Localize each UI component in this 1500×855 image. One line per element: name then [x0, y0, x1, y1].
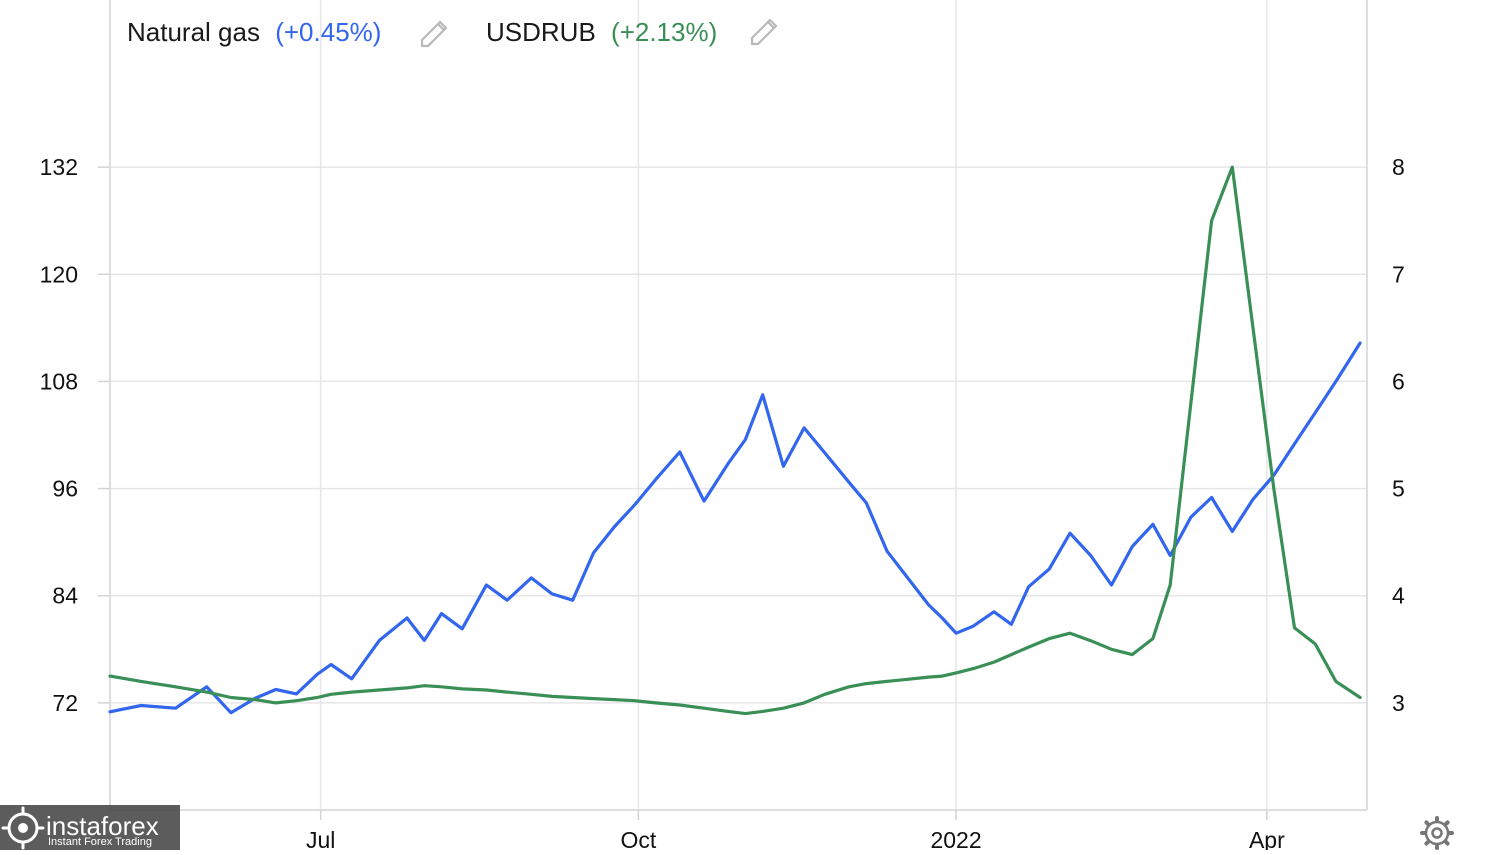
watermark-logo: instaforex Instant Forex Trading — [0, 805, 180, 850]
x-tick-label: Apr — [1249, 827, 1285, 850]
legend-series-change: (+0.45%) — [275, 17, 381, 47]
y-right-tick-label: 3 — [1392, 690, 1405, 716]
y-left-tick-label: 108 — [40, 368, 78, 394]
legend: Natural gas (+0.45%) USDRUB (+2.13%) — [127, 17, 778, 48]
grid-layer — [110, 0, 1367, 810]
legend-series-name: Natural gas — [127, 17, 260, 47]
y-right-tick-label: 8 — [1392, 154, 1405, 180]
y-left-tick-label: 84 — [52, 583, 78, 609]
pencil-icon[interactable] — [420, 20, 448, 48]
gear-icon[interactable] — [1420, 816, 1454, 850]
watermark-brand: instaforex — [46, 811, 159, 841]
instaforex-logo-icon — [1, 806, 45, 850]
y-left-tick-label: 96 — [52, 476, 78, 502]
legend-series-name: USDRUB — [486, 17, 596, 47]
y-left-tick-label: 72 — [52, 690, 78, 716]
y-left-tick-label: 132 — [40, 154, 78, 180]
axis-layer — [98, 0, 1368, 820]
watermark-tagline: Instant Forex Trading — [48, 836, 152, 848]
legend-item-usdrub[interactable]: USDRUB (+2.13%) — [486, 17, 717, 47]
pencil-icon[interactable] — [750, 18, 778, 46]
y-right-tick-label: 6 — [1392, 368, 1405, 394]
x-tick-label: Oct — [620, 827, 656, 850]
y-right-tick-label: 5 — [1392, 476, 1405, 502]
series-layer — [108, 165, 1362, 716]
x-tick-label: 2022 — [930, 827, 981, 850]
tick-layer: 132 120 108 96 84 72 8 7 6 5 4 3 Jul Oct 2022 Apr — [40, 154, 1405, 853]
y-right-tick-label: 4 — [1392, 583, 1405, 609]
series-line-usdrub[interactable] — [108, 165, 1362, 716]
legend-item-natural-gas[interactable]: Natural gas (+0.45%) — [127, 17, 381, 47]
series-line-natural-gas[interactable] — [108, 341, 1362, 715]
y-right-tick-label: 7 — [1392, 261, 1405, 287]
x-tick-label: Jul — [306, 827, 335, 850]
y-left-tick-label: 120 — [40, 261, 78, 287]
legend-series-change: (+2.13%) — [611, 17, 717, 47]
